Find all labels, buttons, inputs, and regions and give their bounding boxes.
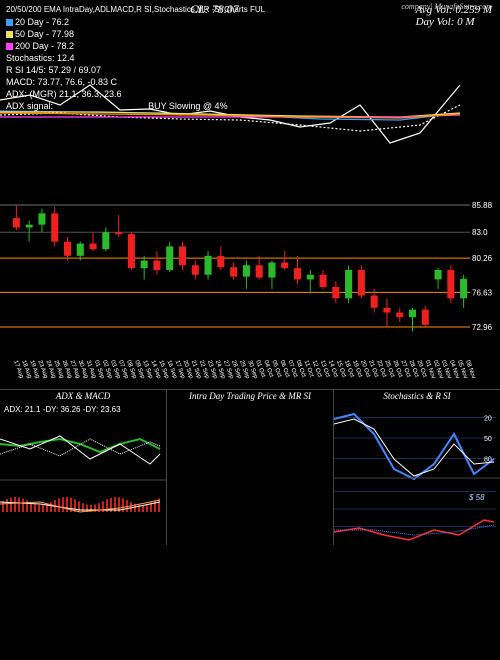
svg-text:ADX: 21.1 -DY: 36.26 -DY: 23.6: ADX: 21.1 -DY: 36.26 -DY: 23.63 bbox=[4, 405, 121, 414]
stochastics-panel: Stochastics & R SI 805020$ 58 bbox=[334, 389, 500, 545]
svg-text:72.96: 72.96 bbox=[472, 323, 493, 332]
svg-text:$ 58: $ 58 bbox=[468, 493, 485, 502]
svg-text:76.63: 76.63 bbox=[472, 288, 493, 297]
svg-text:85.88: 85.88 bbox=[472, 201, 493, 210]
svg-text:50: 50 bbox=[484, 436, 492, 443]
svg-text:20: 20 bbox=[484, 416, 492, 423]
date-axis: 17 Aug18 Aug19 Aug23 Aug24 Aug25 Aug26 A… bbox=[0, 355, 500, 389]
price-chart: 85.88 83.0 80.26 76.63 72.96 bbox=[0, 185, 500, 355]
bottom-panels: ADX & MACD ADX: 21.1 -DY: 36.26 -DY: 23.… bbox=[0, 389, 500, 545]
volume-info: Avg Vol: 0.259 M Day Vol: 0 M bbox=[416, 4, 492, 28]
svg-text:83.0: 83.0 bbox=[472, 228, 488, 237]
header: company| MunafaSutra.com CL: 78.07 20/50… bbox=[0, 0, 500, 90]
adx-macd-panel: ADX & MACD ADX: 21.1 -DY: 36.26 -DY: 23.… bbox=[0, 389, 166, 545]
intraday-panel: Intra Day Trading Price & MR SI bbox=[166, 389, 334, 545]
svg-text:80.26: 80.26 bbox=[472, 254, 493, 263]
